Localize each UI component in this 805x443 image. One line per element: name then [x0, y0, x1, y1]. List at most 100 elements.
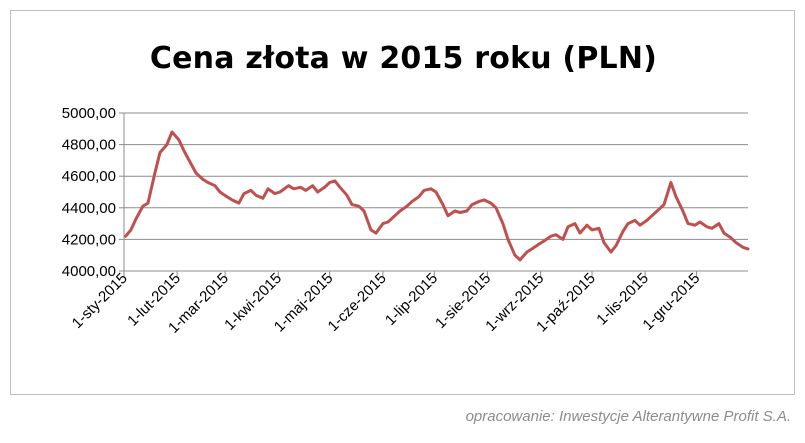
data-point [362, 209, 366, 213]
data-point [292, 187, 295, 190]
data-point [614, 244, 618, 247]
data-point [434, 190, 438, 194]
data-point [381, 222, 385, 225]
data-point [374, 231, 378, 235]
data-point [134, 217, 138, 221]
data-point [158, 151, 162, 154]
data-point [146, 201, 150, 205]
data-point [453, 209, 457, 213]
data-point [237, 201, 241, 205]
data-point [333, 179, 337, 183]
data-point [717, 222, 721, 225]
data-point [638, 224, 642, 227]
data-point [273, 192, 277, 195]
data-point [242, 192, 246, 195]
data-point [278, 190, 282, 194]
y-tick-label: 4200,00 [62, 231, 116, 248]
data-point [316, 190, 319, 194]
data-point [626, 222, 630, 225]
series-layer [124, 130, 750, 262]
data-point [124, 235, 127, 238]
data-point [609, 250, 613, 254]
data-point [686, 222, 690, 225]
data-point [590, 228, 594, 232]
series-line [124, 130, 750, 262]
gridlines [124, 112, 748, 240]
data-point [338, 186, 342, 189]
data-point [662, 203, 666, 206]
axes [123, 113, 748, 272]
data-point [489, 201, 493, 205]
data-point [518, 258, 522, 262]
data-point [513, 254, 517, 257]
data-point [674, 195, 678, 198]
data-point [506, 238, 510, 241]
data-point [645, 219, 649, 222]
data-point [177, 138, 181, 142]
data-point [153, 171, 157, 175]
data-point [465, 209, 469, 213]
data-point [477, 200, 481, 203]
data-point [261, 197, 265, 200]
data-point [549, 235, 553, 238]
data-point [386, 220, 390, 224]
data-point [129, 228, 133, 232]
data-point [554, 233, 558, 236]
data-point [561, 238, 565, 241]
data-point [170, 130, 174, 134]
data-point [266, 187, 270, 190]
data-point [323, 186, 326, 189]
source-note: opracowanie: Inwestycje Alterantywne Pro… [465, 408, 791, 425]
data-point [311, 184, 314, 187]
data-point [602, 241, 606, 244]
data-point [578, 231, 582, 235]
data-point [585, 224, 589, 227]
data-point [494, 206, 498, 209]
chart-title: Cena złota w 2015 roku (PLN) [149, 41, 658, 76]
data-point [705, 225, 709, 228]
data-point [230, 198, 234, 202]
data-point [213, 184, 217, 187]
data-point [746, 247, 750, 251]
data-point [189, 162, 193, 165]
data-point [530, 247, 534, 251]
data-point [657, 208, 661, 211]
data-point [573, 222, 577, 225]
data-point [304, 189, 307, 192]
data-point [525, 250, 529, 254]
data-point [393, 214, 397, 217]
data-point [458, 211, 462, 214]
data-point [722, 231, 726, 235]
data-point [350, 203, 354, 206]
data-point [201, 178, 205, 181]
data-point [287, 184, 290, 187]
data-point [182, 149, 186, 153]
data-point [741, 246, 745, 249]
y-tick-label: 4800,00 [62, 137, 116, 154]
data-point [345, 194, 349, 197]
data-point [501, 222, 505, 225]
data-point [710, 227, 714, 230]
data-point [225, 195, 229, 198]
chart-frame: Cena złota w 2015 roku (PLN) 4000,00 4200… [10, 10, 795, 395]
data-point [369, 228, 373, 232]
y-tick-label: 5000,00 [62, 105, 116, 122]
data-point [357, 205, 361, 208]
data-point [441, 203, 445, 206]
data-point [165, 143, 169, 146]
data-point [566, 225, 570, 228]
data-point [410, 200, 414, 203]
x-tick-label: 1-cze-2015 [325, 270, 390, 335]
data-point [537, 242, 541, 246]
data-point [328, 181, 331, 184]
data-point [621, 230, 625, 233]
data-point [734, 241, 738, 244]
data-point [254, 194, 258, 197]
data-point [698, 220, 702, 224]
data-point [422, 189, 426, 192]
data-point [669, 181, 673, 184]
data-point [417, 195, 421, 198]
data-point [681, 209, 685, 213]
data-point [405, 205, 409, 208]
data-point [194, 171, 198, 175]
